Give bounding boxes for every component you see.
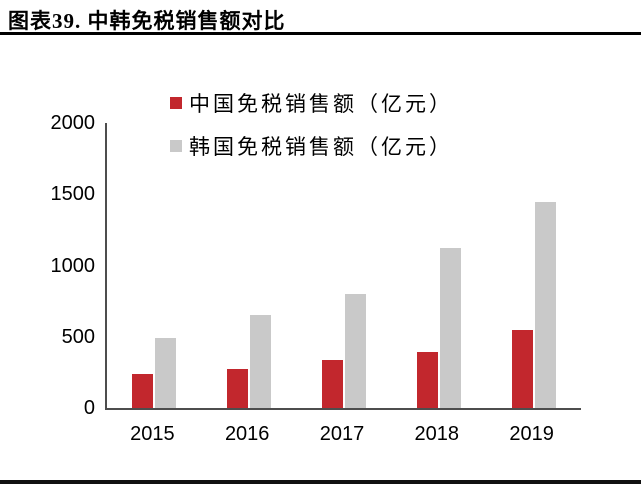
bar-korea-2017 xyxy=(345,294,366,408)
y-axis-tick-label: 500 xyxy=(61,325,95,348)
legend-item-china: 中国免税销售额（亿元） xyxy=(170,90,453,116)
plot-area xyxy=(105,123,581,410)
y-axis-tick-label: 0 xyxy=(83,397,95,419)
bar-china-2019 xyxy=(511,330,533,408)
bar-china-2018 xyxy=(416,351,438,408)
x-axis-tick-label: 2017 xyxy=(319,423,365,445)
bottom-divider xyxy=(0,480,641,484)
bar-china-2016 xyxy=(227,368,249,408)
y-axis-tick-label: 2000 xyxy=(50,112,96,134)
chart-legend: 中国免税销售额（亿元） 韩国免税销售额（亿元） xyxy=(170,90,453,159)
legend-item-korea: 韩国免税销售额（亿元） xyxy=(170,133,453,159)
legend-swatch-korea xyxy=(170,140,182,152)
x-axis-tick-label: 2019 xyxy=(509,423,554,445)
legend-label: 中国免税销售额（亿元） xyxy=(189,92,453,116)
y-axis-tick-label: 1500 xyxy=(50,183,96,206)
bar-korea-2018 xyxy=(439,248,461,408)
x-axis-tick-label: 2018 xyxy=(414,423,460,445)
bar-korea-2019 xyxy=(534,202,556,408)
title-divider xyxy=(0,32,641,35)
legend-label: 韩国免税销售额（亿元） xyxy=(189,135,453,159)
x-axis-tick-label: 2015 xyxy=(130,423,175,445)
y-axis-tick-label: 1000 xyxy=(50,254,96,277)
bar-china-2015 xyxy=(132,373,154,408)
figure-title: 图表39. 中韩免税销售额对比 xyxy=(8,9,286,33)
bar-korea-2015 xyxy=(155,338,177,408)
legend-swatch-china xyxy=(170,97,182,109)
bar-china-2017 xyxy=(322,359,343,408)
bar-korea-2016 xyxy=(250,314,272,408)
x-axis-tick-label: 2016 xyxy=(224,423,270,445)
